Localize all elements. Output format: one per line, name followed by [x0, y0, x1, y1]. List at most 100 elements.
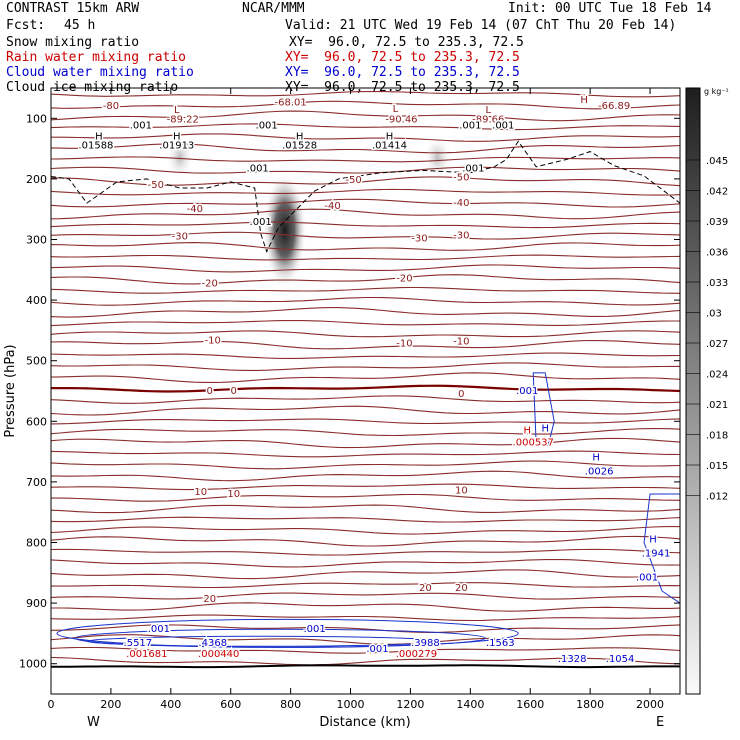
colorbar-tick-label: .045	[706, 156, 728, 167]
snow-contour	[51, 140, 680, 253]
isotherm-line	[51, 460, 680, 470]
x-tick-label: 0	[48, 698, 55, 711]
forecast-hour: 45 h	[64, 18, 96, 33]
plot-frame	[50, 87, 681, 695]
isotherm-line	[51, 208, 680, 220]
isotherm-label: -50	[453, 173, 469, 184]
isotherm-label: -50	[345, 175, 361, 186]
snow-shading-2	[423, 135, 452, 180]
isotherm-line	[51, 558, 680, 568]
isotherm-label: 0	[458, 389, 464, 400]
maxima-label: -90.46	[385, 115, 417, 126]
isotherm-line	[51, 330, 680, 338]
field-xy-rain: XY= 96.0, 72.5 to 235.3, 72.5	[285, 50, 520, 65]
isotherm-label: -30	[411, 233, 427, 244]
isotherm-line	[51, 254, 680, 261]
field-xy-snow: XY= 96.0, 72.5 to 235.3, 72.5	[289, 35, 524, 50]
isotherm-line	[51, 646, 680, 654]
y-tick-label: 700	[26, 476, 47, 489]
x-tick-label: 1200	[396, 698, 424, 711]
snow-label: .01913	[159, 141, 194, 152]
snow-label: .001	[459, 121, 481, 132]
cloud-water-label: .1054	[606, 654, 635, 665]
x-tick-label: 400	[160, 698, 181, 711]
field-label-snow: Snow mixing ratio	[6, 35, 140, 50]
cloud-water-label: .001	[148, 624, 170, 635]
x-tick-label: 1800	[576, 698, 604, 711]
cloud-water-label: H	[649, 534, 657, 545]
x-tick-label: 1400	[456, 698, 484, 711]
y-tick-label: 500	[26, 355, 47, 368]
isotherm-line	[51, 483, 680, 491]
cloud-water-label: H	[592, 453, 600, 464]
isotherm-zero-line	[51, 384, 680, 393]
isotherm-line	[51, 372, 680, 383]
maxima-label: .000279	[396, 649, 437, 660]
maxima-label: -89.22	[167, 115, 199, 126]
maxima-label: .000537	[513, 438, 554, 449]
field-xy-cloud-water: XY= 96.0, 72.5 to 235.3, 72.5	[285, 65, 520, 80]
snow-label: .001	[492, 121, 514, 132]
isotherm-label: 20	[419, 583, 432, 594]
forecast-label: Fcst:	[6, 18, 46, 33]
colorbar-tick-label: .033	[706, 278, 728, 289]
snow-maximum-marker: H	[296, 131, 304, 142]
isotherm-line	[51, 535, 680, 547]
x-tick-label: 200	[100, 698, 121, 711]
isotherm-line	[51, 504, 680, 514]
cloud-water-label: .1563	[486, 638, 515, 649]
isotherm-line	[51, 470, 680, 482]
isotherm-line	[51, 274, 680, 285]
isotherm-label: -40	[187, 204, 203, 215]
snow-label: .001	[250, 217, 272, 228]
colorbar-tick-label: .027	[706, 339, 728, 350]
snow-label: .01528	[282, 141, 317, 152]
maxima-label: H	[580, 95, 588, 106]
isotherm-line	[51, 242, 680, 251]
maxima-label: -66.89	[598, 101, 630, 112]
isotherm-line	[51, 418, 680, 425]
isotherm-line	[51, 602, 680, 612]
maxima-label: L	[393, 104, 399, 115]
y-tick-label: 200	[26, 173, 47, 186]
isotherm-label: -80	[103, 101, 119, 112]
y-tick-label: 100	[26, 112, 47, 125]
isotherm-label: -10	[396, 339, 412, 350]
cloud-water-contour	[74, 628, 486, 648]
surface-line	[51, 664, 680, 669]
colorbar-tick-label: .042	[706, 187, 728, 198]
snow-label: .001	[247, 164, 269, 175]
y-tick-label: 600	[26, 415, 47, 428]
colorbar-unit: g kg⁻¹	[704, 87, 729, 96]
cloud-water-contour	[86, 635, 441, 647]
x-tick-label: 1000	[337, 698, 365, 711]
cloud-water-label: H	[541, 424, 549, 435]
isotherm-line	[51, 352, 680, 359]
isotherm-line	[51, 90, 680, 98]
y-axis-title: Pressure (hPa)	[3, 344, 18, 437]
colorbar-tick-label: .024	[706, 370, 728, 381]
snow-label: .01414	[372, 141, 407, 152]
isotherm-line	[51, 548, 680, 556]
isotherm-line	[51, 339, 680, 350]
isotherm-label: -40	[453, 198, 469, 209]
cloud-water-label: .5517	[124, 638, 153, 649]
snow-label: .01588	[78, 141, 113, 152]
isotherm-line	[51, 166, 680, 174]
isotherm-label: -10	[205, 336, 221, 347]
isotherm-line	[51, 110, 680, 122]
snow-label: .001	[256, 121, 278, 132]
field-label-cloud-water: Cloud water mixing ratio	[6, 65, 194, 80]
isotherm-line	[51, 286, 680, 294]
cloud-water-label: .001	[636, 573, 658, 584]
isotherm-line	[51, 582, 680, 589]
colorbar-tick-label: .012	[706, 492, 728, 503]
colorbar-tick-label: .039	[706, 217, 728, 228]
valid-time: Valid: 21 UTC Wed 19 Feb 14 (07 ChT Thu …	[285, 18, 677, 33]
snow-maximum-marker: H	[95, 131, 103, 142]
isotherm-line	[51, 362, 680, 371]
cloud-water-label: .001	[303, 624, 325, 635]
model-title: CONTRAST 15km ARW	[6, 1, 140, 16]
colorbar-tick-label: .021	[706, 400, 728, 411]
cloud-water-label: .1941	[642, 548, 671, 559]
